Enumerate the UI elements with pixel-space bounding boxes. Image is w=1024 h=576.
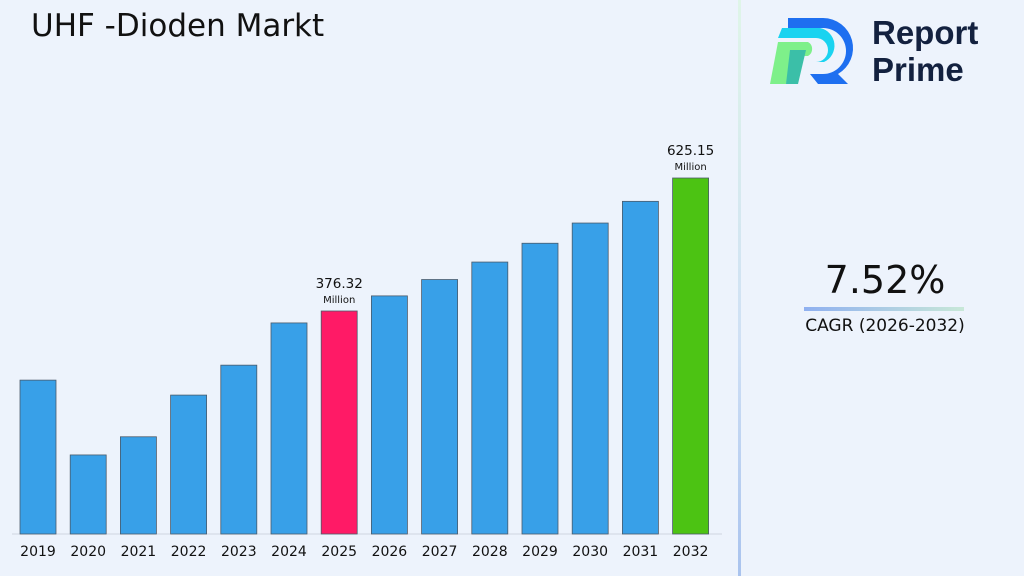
x-tick-label: 2026	[372, 544, 408, 560]
bar-2023	[220, 364, 258, 535]
bar-2030	[571, 222, 609, 535]
cagr-underline	[804, 307, 964, 311]
x-tick-label: 2028	[472, 544, 508, 560]
brand-name: Report Prime	[872, 14, 978, 88]
x-tick-label: 2023	[221, 544, 257, 560]
bar-2025	[320, 310, 358, 535]
x-tick-label: 2027	[422, 544, 458, 560]
bar-2022	[170, 394, 208, 535]
x-tick-label: 2024	[271, 544, 307, 560]
data-label-value: 625.15	[667, 143, 714, 159]
report-prime-logo-icon	[770, 17, 854, 84]
data-label-unit: Million	[674, 162, 706, 173]
divider	[738, 0, 741, 576]
x-tick-label: 2030	[572, 544, 608, 560]
bar-2019	[19, 379, 57, 535]
brand-line2: Prime	[872, 51, 964, 88]
x-tick-label: 2021	[121, 544, 157, 560]
bar-2027	[421, 279, 459, 535]
bar-2028	[471, 261, 509, 535]
data-label-unit: Million	[323, 295, 355, 306]
x-tick-label: 2025	[321, 544, 357, 560]
bar-2032	[672, 177, 709, 535]
x-tick-label: 2022	[171, 544, 207, 560]
cagr-label: CAGR (2026-2032)	[805, 316, 965, 336]
bar-chart: 2019 2020 2021 2022 2023 2024 2025 376.32 Millio…	[12, 143, 722, 560]
brand-line1: Report	[872, 14, 979, 51]
x-tick-label: 2019	[20, 544, 56, 560]
bar-2026	[370, 295, 408, 535]
x-tick-label: 2020	[70, 544, 106, 560]
bar-2021	[120, 436, 157, 535]
bar-2020	[69, 454, 107, 535]
x-tick-label: 2029	[522, 544, 558, 560]
data-label-value: 376.32	[316, 276, 363, 292]
x-tick-label: 2031	[623, 544, 659, 560]
bar-2029	[521, 242, 559, 535]
cagr-value: 7.52%	[824, 258, 946, 302]
bar-2024	[270, 322, 308, 535]
chart-title: UHF -Dioden Markt	[31, 8, 325, 44]
x-tick-label: 2032	[673, 544, 709, 560]
bar-2031	[622, 200, 659, 535]
